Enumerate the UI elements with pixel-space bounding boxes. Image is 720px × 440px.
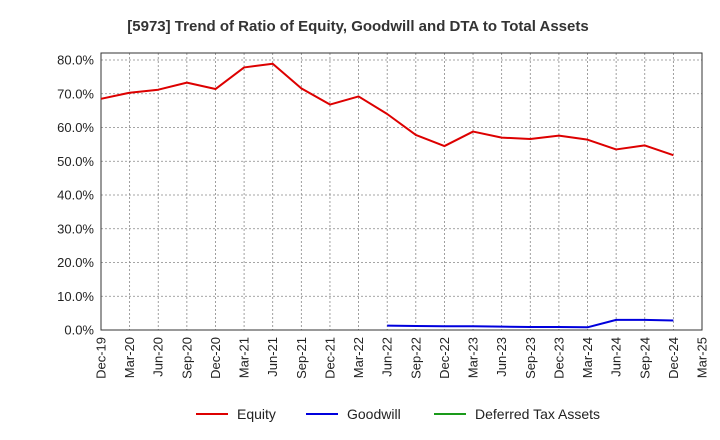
axis-layer: 0.0% 10.0% 20.0% 30.0% 40.0% 50.0% 60.0% 70.0% 8… (57, 52, 710, 379)
y-tick-label: 80.0% (57, 53, 94, 68)
x-tick-label: Jun-21 (265, 337, 280, 377)
y-tick-label: 40.0% (57, 188, 94, 203)
chart-title: [5973] Trend of Ratio of Equity, Goodwil… (127, 18, 588, 35)
y-tick-label: 30.0% (57, 221, 94, 236)
x-tick-label: Sep-24 (637, 337, 652, 379)
y-tick-label: 60.0% (57, 120, 94, 135)
x-tick-label: Jun-22 (380, 337, 395, 377)
plot-frame (100, 52, 703, 331)
x-tick-label: Mar-25 (695, 337, 710, 378)
x-tick-label: Sep-20 (179, 337, 194, 379)
grid-layer (101, 53, 702, 330)
x-tick-label: Jun-23 (494, 337, 509, 377)
y-tick-label: 20.0% (57, 255, 94, 270)
x-tick-label: Dec-21 (322, 337, 337, 379)
x-tick-label: Dec-19 (94, 337, 109, 379)
x-tick-label: Mar-23 (466, 337, 481, 378)
x-tick-label: Mar-24 (580, 337, 595, 378)
legend-label-equity: Equity (237, 406, 276, 422)
x-tick-label: Sep-23 (523, 337, 538, 379)
x-tick-label: Dec-23 (551, 337, 566, 379)
legend-label-deferred-tax-assets: Deferred Tax Assets (475, 406, 600, 422)
x-tick-label: Jun-24 (609, 337, 624, 377)
x-tick-label: Dec-22 (437, 337, 452, 379)
series-line-goodwill (387, 318, 674, 329)
x-tick-label: Jun-20 (151, 337, 166, 377)
x-tick-label: Mar-22 (351, 337, 366, 378)
x-tick-label: Dec-24 (666, 337, 681, 379)
x-tick-label: Mar-21 (237, 337, 252, 378)
legend: Equity Goodwill Deferred Tax Assets (196, 406, 600, 422)
series-layer (100, 62, 674, 329)
x-tick-label: Sep-21 (294, 337, 309, 379)
legend-label-goodwill: Goodwill (347, 406, 401, 422)
x-tick-label: Mar-20 (122, 337, 137, 378)
y-tick-label: 10.0% (57, 289, 94, 304)
y-tick-label: 70.0% (57, 86, 94, 101)
x-tick-label: Sep-22 (408, 337, 423, 379)
y-tick-label: 50.0% (57, 154, 94, 169)
x-tick-label: Dec-20 (208, 337, 223, 379)
y-tick-label: 0.0% (64, 323, 94, 338)
series-line-equity (100, 62, 674, 157)
